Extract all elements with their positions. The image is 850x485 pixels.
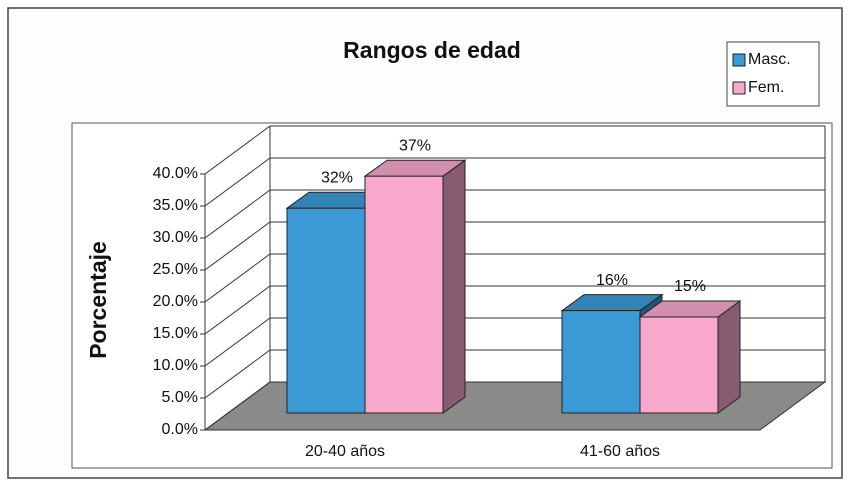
y-tick-label: 0.0% [162,421,198,438]
y-tick-label: 35.0% [153,197,198,214]
bar [639,316,719,414]
y-axis-label: Porcentaje [85,241,111,359]
data-label: 37% [399,137,431,154]
chart-title: Rangos de edad [343,37,521,63]
grid-line [204,157,825,207]
bar-side [717,300,741,414]
y-tick-label: 20.0% [153,293,198,310]
legend-label: Fem. [748,79,784,96]
legend-swatch [732,53,746,67]
x-tick-label: 41-60 años [580,443,660,460]
y-tick-label: 30.0% [153,229,198,246]
legend-swatch [732,81,746,95]
y-tick-label: 15.0% [153,325,198,342]
data-label: 15% [674,278,706,295]
bar [286,207,366,414]
legend-box [726,41,820,107]
y-tick-label: 40.0% [153,165,198,182]
y-tick-label: 5.0% [162,389,198,406]
grid-line [204,253,825,303]
bar [364,175,444,414]
bar [561,310,641,414]
y-tick-label: 10.0% [153,357,198,374]
legend-label: Masc. [748,51,791,68]
grid-line [204,285,825,335]
data-label: 32% [321,169,353,186]
grid-line [204,221,825,271]
bar-side [442,159,466,414]
grid-line [204,125,825,175]
data-label: 16% [596,272,628,289]
grid-line [204,189,825,239]
y-tick-label: 25.0% [153,261,198,278]
x-tick-label: 20-40 años [305,443,385,460]
